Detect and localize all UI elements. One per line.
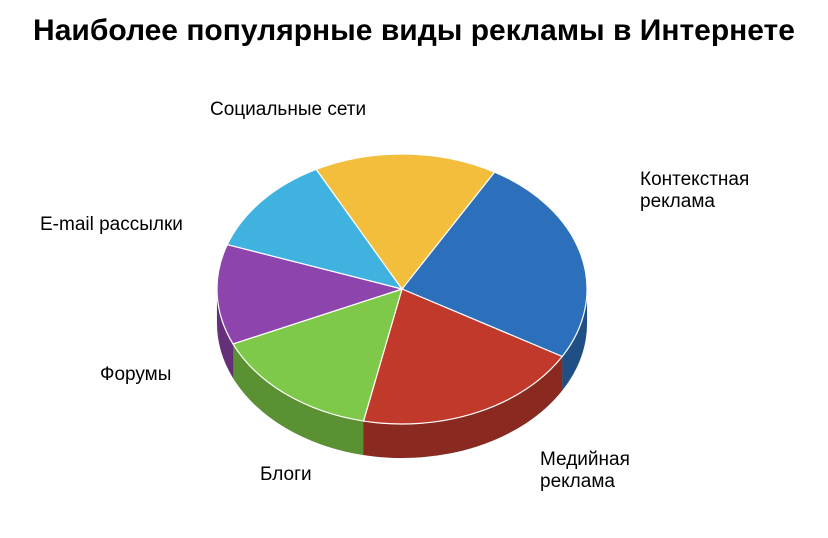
slice-label: Контекстная реклама xyxy=(640,169,749,215)
slice-label: Форумы xyxy=(100,364,171,387)
chart-title: Наиболее популярные виды рекламы в Интер… xyxy=(0,0,828,49)
slice-label: Медийная реклама xyxy=(540,449,630,495)
slice-label: E-mail рассылки xyxy=(40,214,183,237)
chart-area: Контекстная реклама Медийная реклама Блоги… xyxy=(0,49,828,509)
slice-label: Социальные сети xyxy=(210,99,366,122)
pie-chart xyxy=(0,49,828,509)
slice-label: Блоги xyxy=(260,464,312,487)
